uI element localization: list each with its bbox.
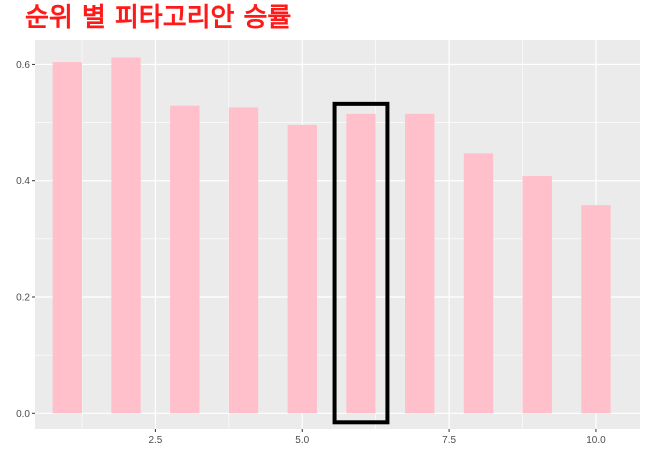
- bar-1: [52, 62, 82, 414]
- x-tick-label: 5.0: [295, 435, 309, 446]
- highlight-box: [332, 101, 390, 425]
- bar-2: [111, 57, 141, 414]
- bar-5: [287, 124, 317, 414]
- x-tick-label: 7.5: [442, 435, 456, 446]
- x-tick-label: 10.0: [586, 435, 606, 446]
- bar-10: [581, 205, 611, 414]
- bars: [52, 57, 611, 414]
- bar-8: [463, 153, 494, 414]
- chart-title: 순위 별 피타고리안 승률: [25, 3, 292, 33]
- bar-7: [405, 113, 435, 414]
- bar-9: [522, 176, 552, 414]
- bar-6: [346, 113, 376, 414]
- y-tick-label: 0.6: [16, 60, 30, 71]
- axes: 0.0 0.2 0.4 0.6 2.5 5.0 7.5 10.0: [16, 60, 606, 446]
- bar-3: [170, 105, 200, 414]
- y-tick-label: 0.0: [16, 409, 30, 420]
- x-tick-label: 2.5: [148, 435, 162, 446]
- y-tick-label: 0.4: [16, 176, 30, 187]
- bar-4: [228, 107, 259, 414]
- y-tick-label: 0.2: [16, 293, 30, 304]
